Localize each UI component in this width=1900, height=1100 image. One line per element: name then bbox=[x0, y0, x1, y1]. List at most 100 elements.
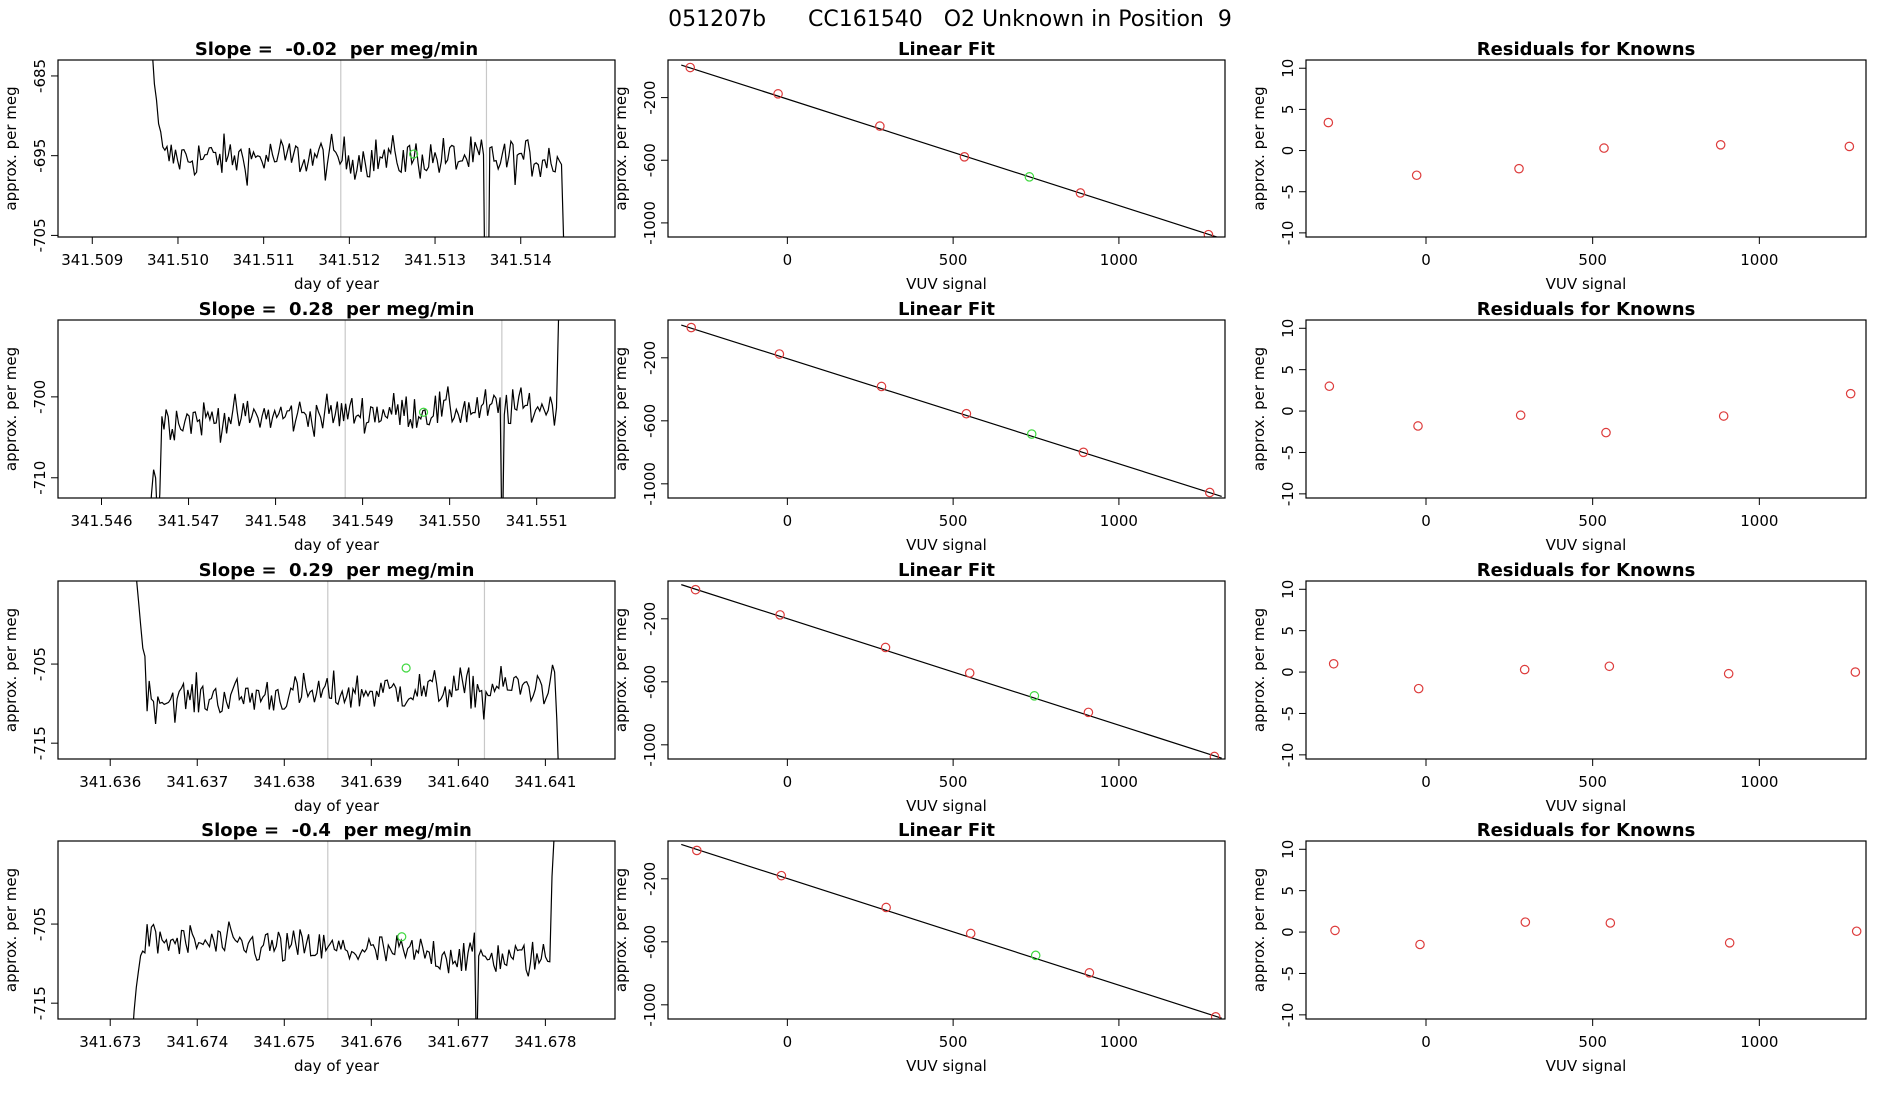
y-tick-label: -10 bbox=[1279, 743, 1297, 768]
x-tick-label: 0 bbox=[1421, 773, 1431, 791]
panel-title: Slope = 0.28 per meg/min bbox=[199, 299, 475, 320]
y-axis-label: approx. per meg bbox=[2, 347, 20, 471]
x-tick-label: 341.548 bbox=[245, 512, 307, 530]
x-tick-label: 341.509 bbox=[61, 251, 123, 269]
panel-frame bbox=[57, 319, 616, 499]
known-standard-point bbox=[875, 121, 885, 131]
plot-area bbox=[1330, 917, 1862, 950]
x-tick-label: 1000 bbox=[1100, 1033, 1138, 1051]
panel-2: Linear Fit VUV signal approx. per meg 0 500 1… bbox=[612, 39, 1226, 293]
panel-frame bbox=[1305, 840, 1867, 1020]
residual-point bbox=[1723, 668, 1734, 679]
fit-line bbox=[681, 584, 1222, 759]
known-standard-point bbox=[1204, 487, 1215, 498]
x-axis-label: day of year bbox=[294, 536, 380, 554]
x-tick-label: 341.674 bbox=[166, 1033, 228, 1051]
fit-line bbox=[681, 324, 1222, 497]
x-tick-label: 341.675 bbox=[253, 1033, 315, 1051]
x-axis-label: day of year bbox=[294, 275, 380, 293]
panel-title: Linear Fit bbox=[898, 299, 995, 320]
x-tick-label: 341.638 bbox=[253, 773, 315, 791]
y-axis-label: approx. per meg bbox=[2, 608, 20, 732]
known-standard-point bbox=[1083, 707, 1094, 718]
y-tick-label: 0 bbox=[1279, 406, 1297, 416]
x-tick-label: 0 bbox=[783, 773, 793, 791]
x-tick-label: 500 bbox=[939, 773, 968, 791]
panel-frame bbox=[667, 840, 1226, 1020]
residual-point bbox=[1604, 661, 1615, 672]
y-tick-label: -600 bbox=[641, 665, 659, 699]
residual-point bbox=[1718, 411, 1729, 421]
y-axis-label: approx. per meg bbox=[612, 608, 630, 732]
known-standard-point bbox=[959, 152, 970, 162]
known-standard-point bbox=[1078, 447, 1089, 458]
known-standard-point bbox=[776, 870, 787, 881]
y-tick-label: -1000 bbox=[641, 983, 659, 1027]
x-tick-label: 341.640 bbox=[427, 773, 489, 791]
residual-point bbox=[1715, 139, 1726, 150]
y-axis-label: approx. per meg bbox=[612, 347, 630, 471]
panel-10: Slope = -0.4 per meg/min day of year appro… bbox=[2, 820, 616, 1075]
panel-7: Slope = 0.29 per meg/min day of year appro… bbox=[2, 560, 616, 815]
residual-point bbox=[1520, 917, 1531, 927]
x-tick-label: 1000 bbox=[1100, 251, 1138, 269]
x-tick-label: 0 bbox=[1421, 251, 1431, 269]
x-tick-label: 341.512 bbox=[318, 251, 380, 269]
x-axis-label: VUV signal bbox=[906, 797, 987, 815]
known-standard-point bbox=[775, 610, 785, 620]
x-axis-label: day of year bbox=[294, 797, 380, 815]
y-tick-label: -1000 bbox=[641, 201, 659, 245]
unknown-sample-point bbox=[1024, 172, 1035, 182]
residual-point bbox=[1599, 143, 1609, 153]
x-tick-label: 341.514 bbox=[490, 251, 552, 269]
x-tick-label: 0 bbox=[1421, 512, 1431, 530]
known-standard-point bbox=[773, 89, 783, 99]
y-tick-label: -5 bbox=[1279, 706, 1297, 721]
y-tick-label: 10 bbox=[1279, 319, 1297, 338]
y-axis-label: approx. per meg bbox=[1250, 86, 1268, 210]
y-tick-label: -600 bbox=[641, 143, 659, 177]
x-tick-label: 1000 bbox=[1740, 512, 1778, 530]
y-tick-label: 10 bbox=[1279, 580, 1297, 599]
panel-frame bbox=[57, 840, 616, 1020]
residual-point bbox=[1413, 683, 1424, 694]
panel-8: Linear Fit VUV signal approx. per meg 0 500 1… bbox=[612, 560, 1226, 815]
panel-frame bbox=[1305, 319, 1867, 499]
y-tick-label: 5 bbox=[1279, 365, 1297, 375]
y-tick-label: 10 bbox=[1279, 840, 1297, 859]
y-axis-label: approx. per meg bbox=[2, 868, 20, 992]
y-tick-label: -705 bbox=[31, 907, 49, 941]
y-tick-label: -705 bbox=[31, 647, 49, 681]
x-tick-label: 500 bbox=[1578, 512, 1607, 530]
x-axis-label: VUV signal bbox=[1546, 275, 1627, 293]
residual-point bbox=[1514, 163, 1524, 174]
x-tick-label: 341.550 bbox=[419, 512, 481, 530]
x-tick-label: 500 bbox=[1578, 1033, 1607, 1051]
y-tick-label: -10 bbox=[1279, 1003, 1297, 1028]
known-standard-point bbox=[876, 381, 887, 392]
x-axis-label: day of year bbox=[294, 1057, 380, 1075]
known-standard-point bbox=[1210, 1011, 1221, 1019]
x-tick-label: 341.637 bbox=[166, 773, 228, 791]
panel-3: Residuals for Knowns VUV signal approx. pe… bbox=[1250, 39, 1867, 293]
y-tick-label: -200 bbox=[641, 341, 659, 375]
y-tick-label: -200 bbox=[641, 81, 659, 115]
panel-title: Linear Fit bbox=[898, 820, 995, 841]
known-standard-point bbox=[774, 349, 785, 359]
residual-point bbox=[1330, 925, 1340, 936]
known-standard-point bbox=[1075, 188, 1086, 198]
x-tick-label: 341.513 bbox=[404, 251, 466, 269]
y-axis-label: approx. per meg bbox=[1250, 608, 1268, 732]
panel-5: Linear Fit VUV signal approx. per meg 0 500 1… bbox=[612, 299, 1226, 554]
residual-point bbox=[1519, 664, 1530, 675]
panel-11: Linear Fit VUV signal approx. per meg 0 500 1… bbox=[612, 820, 1226, 1075]
x-tick-label: 0 bbox=[783, 1033, 793, 1051]
unknown-sample-point bbox=[1030, 950, 1041, 961]
plot-area bbox=[132, 841, 555, 1019]
panel-frame bbox=[667, 59, 1226, 238]
data-series-line bbox=[132, 841, 555, 1019]
y-tick-label: -5 bbox=[1279, 184, 1297, 199]
y-tick-label: -685 bbox=[31, 59, 49, 93]
panel-grid: Slope = -0.02 per meg/min day of year appr… bbox=[2, 39, 1867, 1075]
y-tick-label: -695 bbox=[31, 139, 49, 173]
